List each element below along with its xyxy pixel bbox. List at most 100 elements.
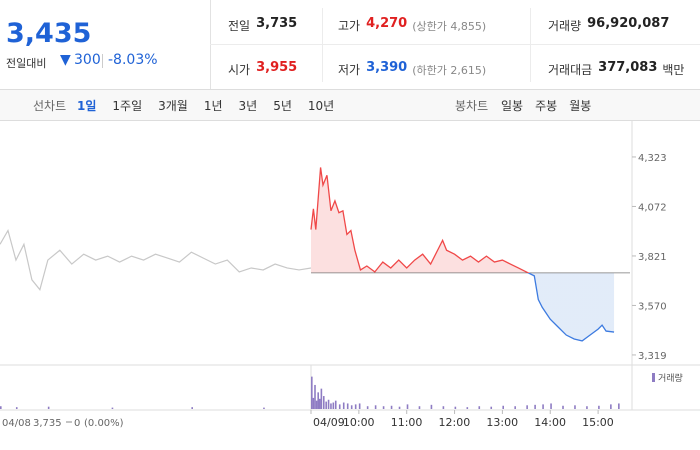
x-tick-label: 10:00 [343,416,375,429]
period-tab[interactable]: 3년 [238,99,258,113]
volume-bar [398,406,401,409]
stat-extra: (상한가 4,855) [412,20,487,33]
volume-bar [358,403,361,409]
volume-legend: 거래량 [658,372,683,384]
volume-bar [47,406,50,409]
stat-label: 저가 [338,63,361,77]
footer-pct: (0.00%) [84,418,124,429]
change-arrow: ▼ [60,52,71,68]
volume-bar [312,397,315,409]
tab-group-label: 봉차트 [455,99,489,113]
period-tab[interactable]: 3개월 [158,99,188,113]
current-price: 3,435 [6,18,92,49]
stat-label: 고가 [338,19,361,33]
row-divider [210,44,700,45]
volume-bar [318,398,321,409]
volume-bar [327,399,330,409]
volume-bar [406,404,409,409]
volume-bar [330,403,332,409]
volume-bar [342,402,345,409]
volume-bar [374,405,377,409]
volume-bar [317,392,319,409]
period-tab[interactable]: 1일 [77,99,97,113]
volume-bar [263,407,265,409]
footer-date: 04/08 [2,418,31,429]
y-tick-label: 4,072 [638,202,667,213]
volume-bar [550,403,552,409]
period-tab[interactable]: 5년 [273,99,292,113]
price-line-prev [0,228,312,291]
volume-bar [382,406,385,409]
volume-bar [454,406,457,409]
tab-group-label: 선차트 [33,99,67,113]
stat-value: 96,920,087 [587,16,670,31]
volume-bar [111,407,114,409]
volume-bar [514,406,516,409]
change-label: 전일대비 [6,57,47,70]
x-tick-label: 11:00 [391,416,423,429]
volume-bar [534,404,536,409]
volume-bar [346,403,349,409]
stat-value: 377,083 [598,60,658,75]
y-tick-label: 3,821 [638,252,667,263]
y-tick-label: 4,323 [638,153,667,164]
stat-label: 거래대금 [548,63,593,77]
volume-bar [542,404,544,409]
volume-bar [325,401,327,409]
volume-bar [526,405,528,409]
candle-tab[interactable]: 일봉 [501,99,524,113]
volume-bar [442,406,445,409]
stat-value: 3,955 [256,60,298,75]
volume-bar [618,403,620,409]
volume-bar [430,404,433,409]
volume-bar [562,405,564,409]
volume-bar [586,406,588,409]
volume-bar [610,404,612,409]
col-divider [530,8,531,82]
period-tab[interactable]: 1년 [203,99,223,113]
stat-label: 시가 [228,63,251,77]
x-tick-label: 13:00 [486,416,518,429]
divider [102,54,103,68]
stat-value: 4,270 [366,16,408,31]
x-tick-label: 15:00 [582,416,614,429]
stat-label: 거래량 [548,19,582,33]
price-line [310,167,615,342]
change: 300 [74,52,101,68]
price-box: 3,435 전일대비 ▼ 300 -8.03% [0,0,211,90]
volume-bar [490,406,493,409]
stat-label: 전일 [228,19,251,33]
volume-bar [390,405,393,409]
volume-bar [574,405,576,409]
footer-close: 3,735 [33,418,62,429]
y-tick-label: 3,570 [638,301,667,312]
volume-bar [478,406,481,409]
volume-bar [322,396,325,409]
volume-bar [0,406,2,409]
volume-bar [366,406,369,409]
stat-value: 3,390 [366,60,408,75]
volume-bar [332,402,335,409]
volume-bar [15,407,18,409]
y-tick-label: 3,319 [638,351,667,362]
volume-bar [320,388,323,409]
stat-extra: (하한가 2,615) [412,64,487,77]
period-tab[interactable]: 10년 [307,99,335,113]
tab-bar [0,89,700,121]
candle-tab[interactable]: 월봉 [569,99,592,113]
footer-change: 0 [74,418,80,429]
volume-bar [338,404,341,409]
volume-bar [502,405,505,409]
candle-tab[interactable]: 주봉 [535,99,558,113]
col-divider [322,8,323,82]
volume-bar [466,407,469,409]
period-tab[interactable]: 1주일 [112,99,143,113]
volume-bar [311,376,313,409]
change-pct: -8.03% [108,52,158,68]
volume-legend-swatch [652,373,655,382]
volume-bar [315,400,318,409]
x-tick-label: 04/09 [313,416,345,429]
x-tick-label: 12:00 [439,416,471,429]
